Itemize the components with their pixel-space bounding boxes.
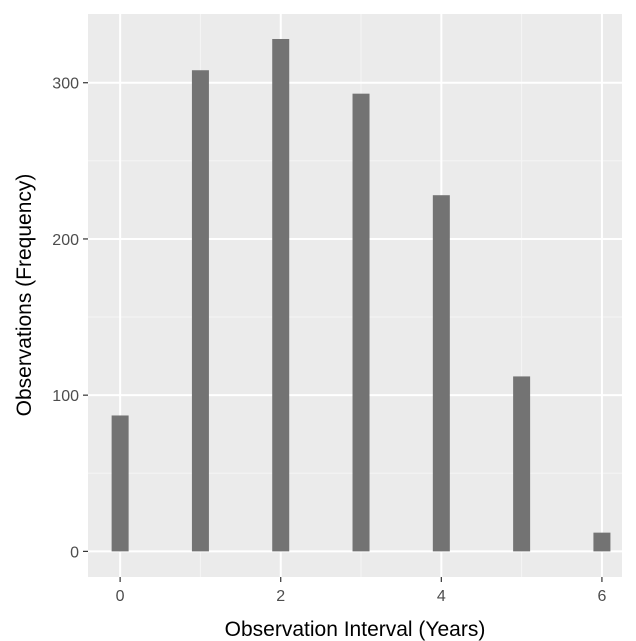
bar [111, 415, 129, 552]
x-axis-tick-labels: 0 2 4 6 [116, 588, 607, 605]
bar [432, 195, 450, 552]
y-axis-tick-labels: 0 100 200 300 [52, 76, 79, 562]
y-tick-label: 0 [70, 544, 79, 561]
y-axis-title: Observations (Frequency) [13, 174, 36, 417]
x-axis-ticks [119, 577, 603, 582]
y-axis-ticks [83, 82, 88, 552]
x-axis-title: Observation Interval (Years) [225, 618, 486, 641]
bar [191, 70, 209, 552]
bar [513, 376, 531, 552]
bars [111, 38, 611, 552]
bar [352, 93, 370, 552]
bar [593, 532, 611, 552]
x-tick-label: 6 [597, 588, 606, 605]
x-tick-label: 2 [276, 588, 285, 605]
y-tick-label: 300 [52, 76, 79, 93]
x-tick-label: 0 [116, 588, 125, 605]
x-tick-label: 4 [437, 588, 446, 605]
y-tick-label: 100 [52, 388, 79, 405]
bar [272, 38, 290, 552]
y-tick-label: 200 [52, 232, 79, 249]
